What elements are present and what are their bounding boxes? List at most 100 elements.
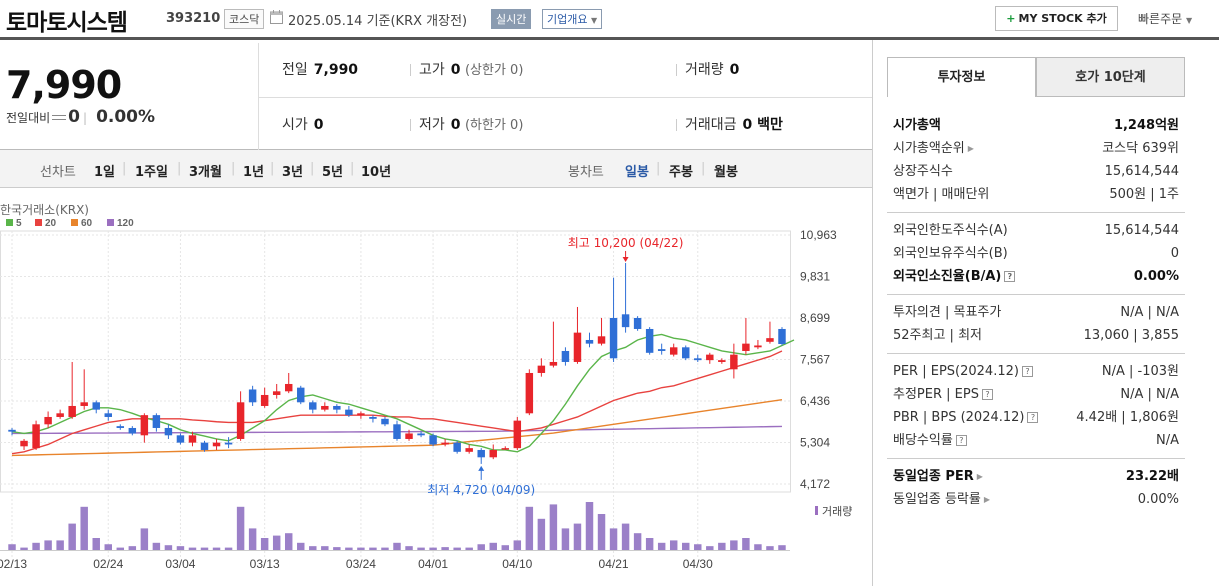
info-row: 동일업종 등락률 ▶ 0.00%	[887, 488, 1185, 511]
volume-bar	[116, 547, 125, 550]
prev-close: 전일 7,990	[282, 59, 358, 79]
volume-bar	[140, 528, 149, 550]
period-3m[interactable]: 3개월	[189, 165, 222, 180]
candle-body	[573, 332, 582, 362]
company-overview-label: 기업개요	[547, 13, 588, 26]
candle-body	[694, 358, 702, 361]
candle-body	[248, 389, 257, 403]
info-value: N/A | -103원	[1101, 364, 1179, 379]
volume-value: 0	[729, 62, 740, 78]
info-key[interactable]: 시가총액순위 ▶	[893, 141, 974, 156]
candle-body	[609, 317, 618, 359]
candle-daily[interactable]: 일봉	[625, 165, 649, 180]
candle-body	[44, 416, 52, 425]
help-icon[interactable]: ?	[1021, 366, 1033, 377]
period-10y[interactable]: 10년	[361, 165, 392, 180]
x-tick-label: 04/10	[502, 557, 532, 571]
caret-down-icon: ▼	[590, 16, 598, 25]
company-overview-dropdown[interactable]: 기업개요 ▼	[542, 9, 603, 29]
candle-monthly[interactable]: 월봉	[714, 165, 738, 180]
volume-bar	[68, 523, 76, 550]
period-5y[interactable]: 5년	[322, 165, 344, 180]
candle-body	[621, 314, 630, 328]
volume-bar	[176, 546, 185, 550]
candle-body	[393, 424, 401, 439]
volume-bar	[441, 547, 449, 550]
help-icon[interactable]: ?	[981, 389, 993, 400]
ma20-line	[11, 350, 783, 455]
candle-body	[417, 433, 425, 436]
volume-bar	[8, 544, 16, 550]
volume-bar	[537, 518, 546, 550]
y-tick-label: 6,436	[800, 394, 830, 408]
candle-body	[742, 343, 750, 351]
invest-info-table: 시가총액 1,248억원 시가총액순위 ▶ 코스닥 639위 상장주식수 15,614,54…	[887, 108, 1185, 517]
candlestick-chart[interactable]: 10,963 9,831 8,699 7,567 6,436 5,304 4,172 02/1…	[0, 188, 872, 586]
period-3y[interactable]: 3년	[282, 165, 304, 180]
legend-label: 5	[16, 218, 22, 229]
candle-body	[477, 449, 485, 458]
candle-body	[645, 328, 654, 353]
volume-bar	[465, 547, 473, 550]
candle-body	[92, 402, 100, 410]
help-icon[interactable]: ?	[1004, 271, 1016, 282]
candle-body	[260, 394, 269, 406]
help-icon[interactable]: ?	[955, 435, 967, 446]
quick-order-dropdown[interactable]: 빠른주문 ▼	[1138, 10, 1192, 27]
x-tick-label: 04/30	[683, 557, 713, 571]
info-row: 외국인한도주식수(A) 15,614,544	[887, 219, 1185, 242]
chart-period-bar: 선차트 1일 | 1주일 | 3개월 | 1년 | 3년 | 5년 | 10년 …	[0, 150, 872, 188]
stock-chart[interactable]: 10,963 9,831 8,699 7,567 6,436 5,304 4,172 02/1…	[0, 188, 872, 586]
market-badge: 코스닥	[224, 9, 265, 29]
info-value: 1,248억원	[1113, 118, 1179, 133]
period-1d[interactable]: 1일	[94, 165, 116, 180]
volume-bar	[706, 546, 714, 550]
period-1y[interactable]: 1년	[243, 165, 265, 180]
my-stock-add-label: MY STOCK 추가	[1018, 12, 1107, 25]
candle-body	[80, 402, 88, 406]
volume-label: 거래량	[822, 505, 852, 518]
legend-swatch	[71, 219, 78, 226]
info-key[interactable]: 동일업종 PER ▶	[893, 469, 983, 484]
info-key: PER | EPS(2024.12)?	[893, 360, 1033, 383]
volume-bar	[333, 547, 341, 550]
info-key: PBR | BPS (2024.12)?	[893, 406, 1039, 429]
candle-body	[489, 449, 497, 458]
change-percent: 0.00%	[96, 107, 156, 127]
arrow-right-icon: ▶	[967, 144, 974, 153]
legend-swatch	[35, 219, 42, 226]
candle-body	[321, 405, 329, 410]
tab-orderbook[interactable]: 호가 10단계	[1036, 57, 1185, 97]
x-tick-label: 02/24	[93, 557, 123, 571]
info-row: 시가총액순위 ▶ 코스닥 639위	[887, 137, 1185, 160]
tab-invest-info[interactable]: 투자정보	[887, 57, 1036, 97]
period-1w[interactable]: 1주일	[135, 165, 168, 180]
info-row: 추정PER | EPS? N/A | N/A	[887, 383, 1185, 406]
help-icon[interactable]: ?	[1027, 412, 1039, 423]
legend-label: 120	[117, 218, 134, 229]
candle-body	[513, 420, 522, 449]
realtime-button[interactable]: 실시간	[491, 9, 532, 29]
my-stock-add-button[interactable]: + MY STOCK 추가	[995, 6, 1118, 31]
candle-weekly[interactable]: 주봉	[669, 165, 693, 180]
candle-body	[104, 413, 112, 417]
candle-body	[152, 415, 161, 428]
candle-body	[766, 338, 774, 342]
info-group: 동일업종 PER ▶ 23.22배 동일업종 등락률 ▶ 0.00%	[887, 459, 1185, 517]
info-row: 동일업종 PER ▶ 23.22배	[887, 465, 1185, 488]
candle-body	[297, 387, 305, 403]
info-key[interactable]: 동일업종 등락률 ▶	[893, 492, 991, 507]
volume-bar	[309, 546, 317, 550]
high-price: 고가 0 (상한가 0)	[410, 59, 523, 79]
x-tick-label: 03/24	[346, 557, 376, 571]
candle-body	[381, 418, 389, 425]
volume-bar	[32, 542, 40, 550]
x-tick-label: 02/13	[0, 557, 27, 571]
volume-bar	[224, 547, 233, 550]
info-key: 외국인한도주식수(A)	[893, 223, 1008, 238]
min-arrow-head	[478, 465, 485, 471]
candle-body	[309, 402, 317, 410]
price-change: 전일대비 0 | 0.00%	[6, 107, 155, 127]
legend-swatch	[6, 219, 13, 226]
